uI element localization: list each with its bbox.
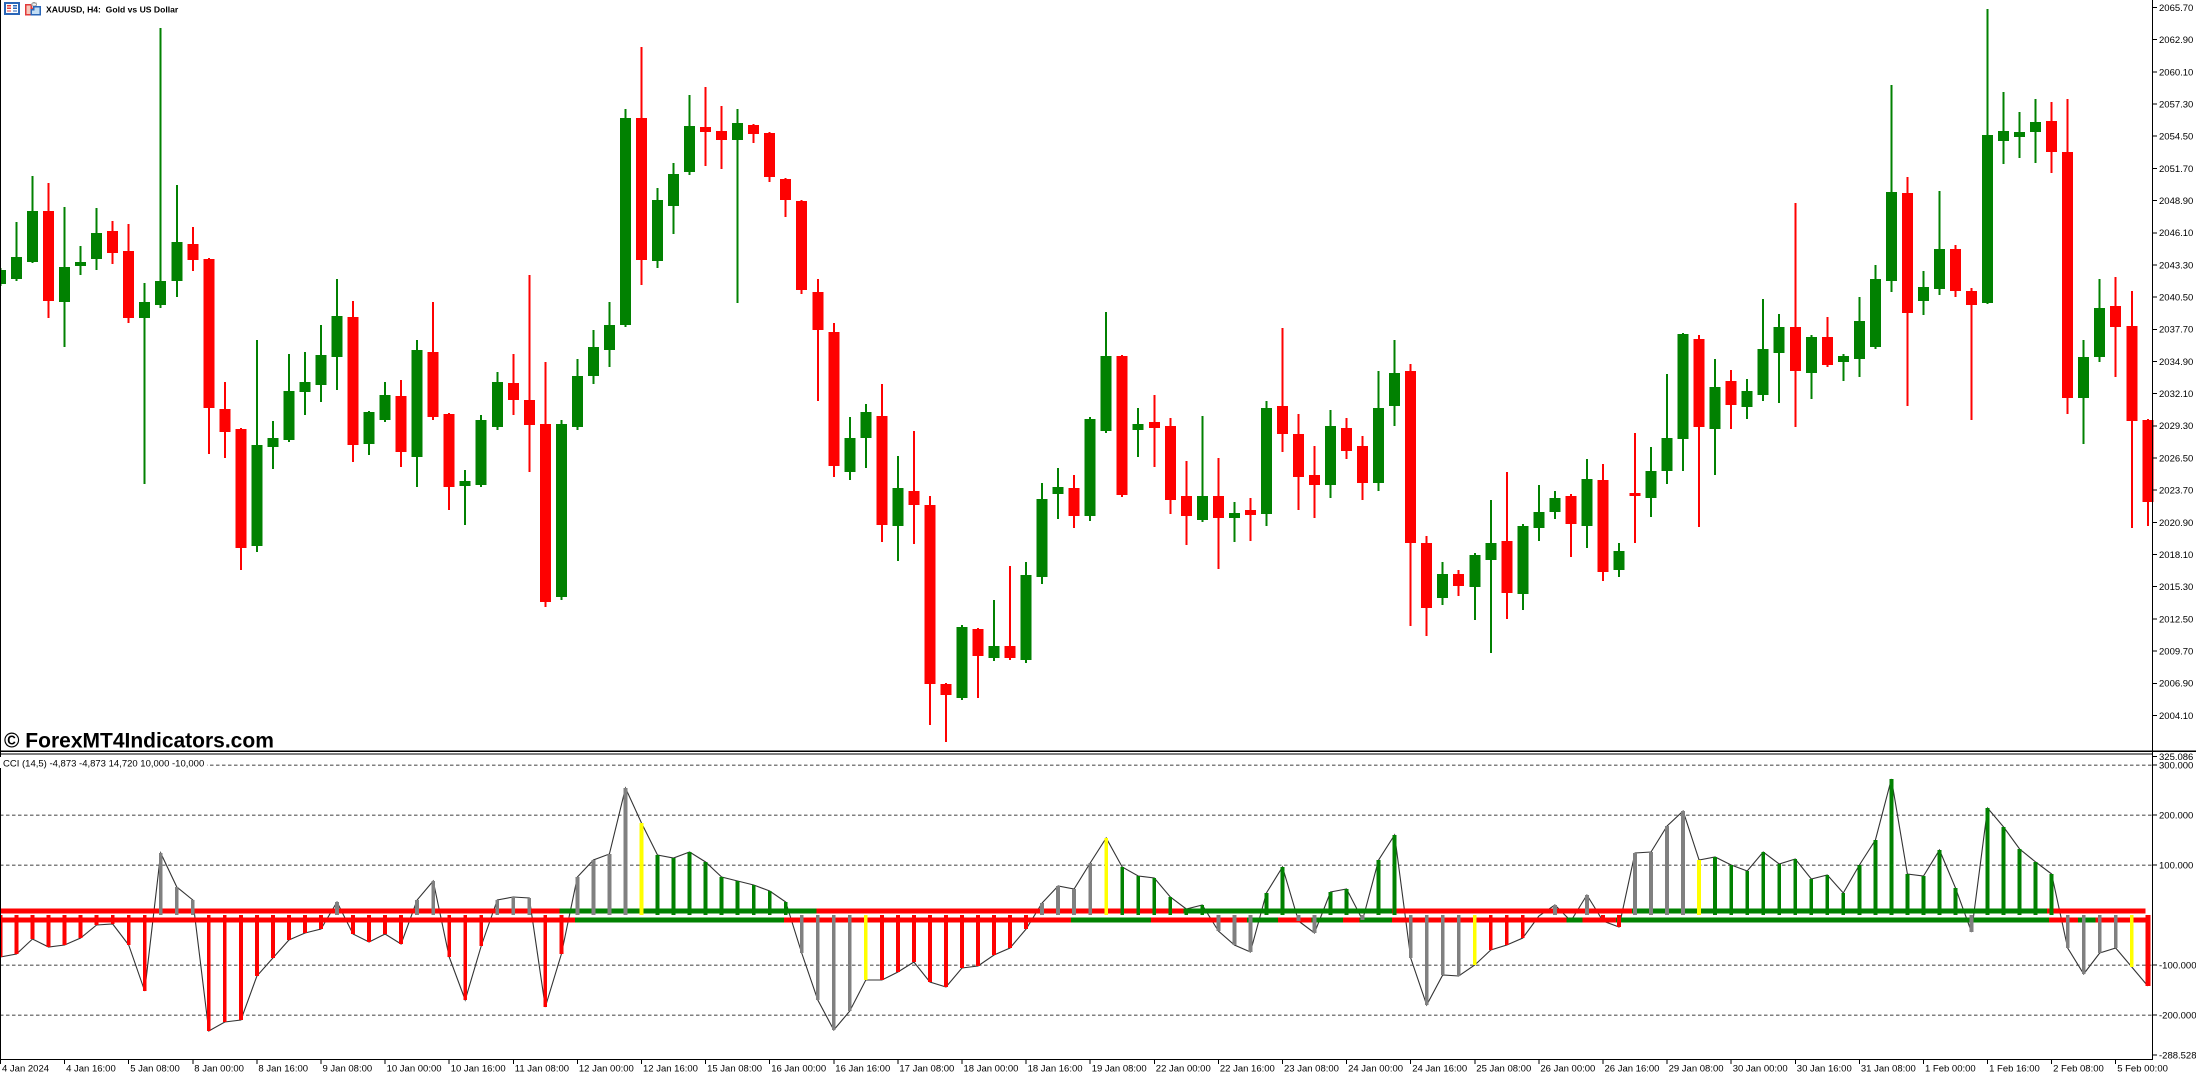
- svg-text:12 Jan 00:00: 12 Jan 00:00: [579, 1064, 634, 1075]
- svg-text:2051.70: 2051.70: [2159, 164, 2193, 175]
- svg-text:23 Jan 08:00: 23 Jan 08:00: [1284, 1064, 1339, 1075]
- svg-text:2057.30: 2057.30: [2159, 99, 2193, 110]
- svg-text:2034.90: 2034.90: [2159, 357, 2193, 368]
- svg-text:26 Jan 00:00: 26 Jan 00:00: [1540, 1064, 1595, 1075]
- svg-text:5 Jan 08:00: 5 Jan 08:00: [130, 1064, 180, 1075]
- svg-text:10 Jan 00:00: 10 Jan 00:00: [387, 1064, 442, 1075]
- svg-text:25 Jan 08:00: 25 Jan 08:00: [1476, 1064, 1531, 1075]
- svg-text:18 Jan 16:00: 18 Jan 16:00: [1028, 1064, 1083, 1075]
- svg-text:XAUUSD, H4: Gold vs US Dollar: XAUUSD, H4: Gold vs US Dollar: [46, 5, 179, 15]
- svg-text:2026.50: 2026.50: [2159, 453, 2193, 464]
- svg-text:2009.70: 2009.70: [2159, 647, 2193, 658]
- svg-text:2043.30: 2043.30: [2159, 260, 2193, 271]
- svg-text:15 Jan 08:00: 15 Jan 08:00: [707, 1064, 762, 1075]
- svg-text:5 Feb 00:00: 5 Feb 00:00: [2117, 1064, 2168, 1075]
- svg-text:31 Jan 08:00: 31 Jan 08:00: [1861, 1064, 1916, 1075]
- svg-text:2006.90: 2006.90: [2159, 679, 2193, 690]
- svg-text:22 Jan 00:00: 22 Jan 00:00: [1156, 1064, 1211, 1075]
- svg-text:200.000: 200.000: [2159, 811, 2193, 822]
- svg-text:10 Jan 16:00: 10 Jan 16:00: [451, 1064, 506, 1075]
- svg-text:26 Jan 16:00: 26 Jan 16:00: [1605, 1064, 1660, 1075]
- svg-text:12 Jan 16:00: 12 Jan 16:00: [643, 1064, 698, 1075]
- svg-text:8 Jan 00:00: 8 Jan 00:00: [194, 1064, 244, 1075]
- svg-text:8 Jan 16:00: 8 Jan 16:00: [258, 1064, 308, 1075]
- svg-text:30 Jan 16:00: 30 Jan 16:00: [1797, 1064, 1852, 1075]
- svg-text:300.000: 300.000: [2159, 761, 2193, 772]
- svg-text:16 Jan 16:00: 16 Jan 16:00: [835, 1064, 890, 1075]
- svg-text:30 Jan 00:00: 30 Jan 00:00: [1733, 1064, 1788, 1075]
- svg-text:1 Feb 00:00: 1 Feb 00:00: [1925, 1064, 1976, 1075]
- svg-text:2032.10: 2032.10: [2159, 389, 2193, 400]
- svg-text:2046.10: 2046.10: [2159, 228, 2193, 239]
- svg-text:17 Jan 08:00: 17 Jan 08:00: [899, 1064, 954, 1075]
- svg-text:2037.70: 2037.70: [2159, 325, 2193, 336]
- svg-text:24 Jan 16:00: 24 Jan 16:00: [1412, 1064, 1467, 1075]
- svg-text:2012.50: 2012.50: [2159, 614, 2193, 625]
- svg-text:© ForexMT4Indicators.com: © ForexMT4Indicators.com: [4, 730, 274, 753]
- svg-text:16 Jan 00:00: 16 Jan 00:00: [771, 1064, 826, 1075]
- svg-text:-288.528: -288.528: [2159, 1050, 2196, 1061]
- svg-text:2029.30: 2029.30: [2159, 421, 2193, 432]
- svg-text:2004.10: 2004.10: [2159, 711, 2193, 722]
- svg-text:2048.90: 2048.90: [2159, 196, 2193, 207]
- svg-text:2054.50: 2054.50: [2159, 132, 2193, 143]
- svg-text:2015.30: 2015.30: [2159, 582, 2193, 593]
- svg-text:11 Jan 08:00: 11 Jan 08:00: [515, 1064, 569, 1075]
- svg-text:-200.000: -200.000: [2159, 1011, 2196, 1022]
- svg-text:18 Jan 00:00: 18 Jan 00:00: [964, 1064, 1019, 1075]
- svg-text:2023.70: 2023.70: [2159, 486, 2193, 497]
- svg-text:19 Jan 08:00: 19 Jan 08:00: [1092, 1064, 1147, 1075]
- svg-text:100.000: 100.000: [2159, 861, 2193, 872]
- svg-text:29 Jan 08:00: 29 Jan 08:00: [1669, 1064, 1724, 1075]
- svg-text:1 Feb 16:00: 1 Feb 16:00: [1989, 1064, 2040, 1075]
- svg-text:9 Jan 08:00: 9 Jan 08:00: [323, 1064, 373, 1075]
- svg-text:24 Jan 00:00: 24 Jan 00:00: [1348, 1064, 1403, 1075]
- svg-text:2020.90: 2020.90: [2159, 518, 2193, 529]
- svg-text:2062.90: 2062.90: [2159, 35, 2193, 46]
- svg-text:-100.000: -100.000: [2159, 961, 2196, 972]
- svg-text:22 Jan 16:00: 22 Jan 16:00: [1220, 1064, 1275, 1075]
- svg-text:4 Jan 2024: 4 Jan 2024: [2, 1064, 49, 1075]
- svg-text:2040.50: 2040.50: [2159, 293, 2193, 304]
- svg-text:2 Feb 08:00: 2 Feb 08:00: [2053, 1064, 2104, 1075]
- svg-text:2065.70: 2065.70: [2159, 3, 2193, 14]
- svg-text:2018.10: 2018.10: [2159, 550, 2193, 561]
- svg-text:CCI (14,5) -4,873 -4,873 14,72: CCI (14,5) -4,873 -4,873 14,720 10,000 -…: [3, 759, 204, 770]
- svg-text:4 Jan 16:00: 4 Jan 16:00: [66, 1064, 116, 1075]
- svg-text:325.086: 325.086: [2159, 752, 2193, 763]
- svg-text:2060.10: 2060.10: [2159, 67, 2193, 78]
